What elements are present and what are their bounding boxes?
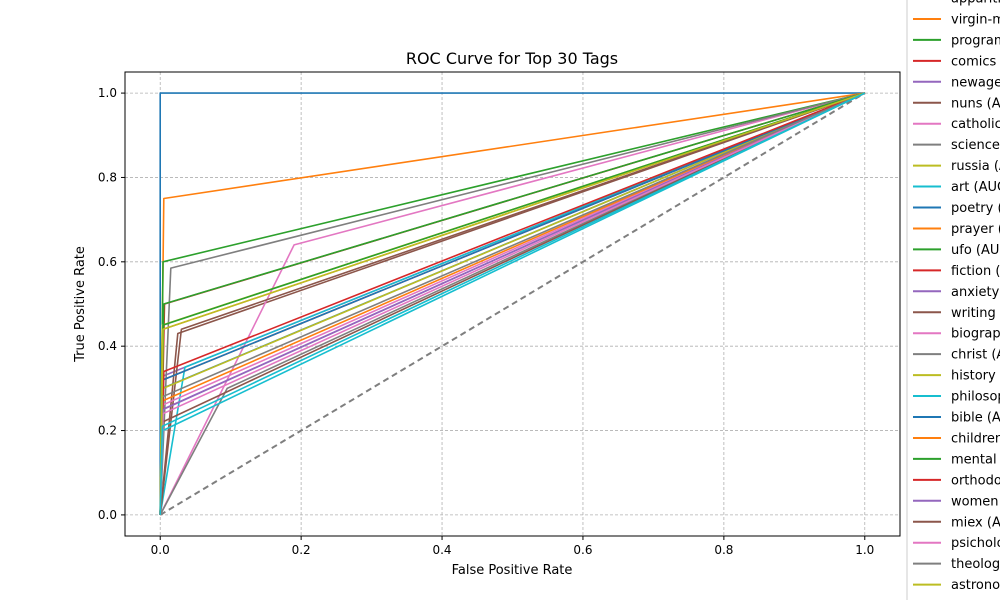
legend-label: poetry (AUC — [951, 201, 1000, 216]
x-tick-label: 0.0 — [151, 543, 170, 557]
chance-diagonal-line — [159, 92, 866, 516]
roc-series-line-15 — [159, 92, 866, 515]
x-tick-label: 0.6 — [573, 543, 592, 557]
legend-label: women (AUC — [951, 494, 1000, 509]
legend: apparitions (AUC virgin-mary (AUC programm… — [906, 0, 1000, 600]
legend-label: virgin-mary (AUC — [951, 12, 1000, 27]
legend-label: prayer (AUC — [951, 222, 1000, 237]
legend-label: children (AUC — [951, 431, 1000, 446]
y-tick-label: 0.6 — [98, 255, 117, 269]
legend-label: christ (AUC — [951, 348, 1000, 363]
roc-series-line-17 — [159, 92, 866, 516]
roc-series-line-9 — [159, 92, 866, 516]
legend-label: bible (AUC — [951, 411, 1000, 426]
legend-label: fiction (AUC — [951, 264, 1000, 279]
roc-series-line-5 — [159, 92, 866, 515]
legend-label: biography (AUC — [951, 327, 1000, 342]
legend-label: anxiety (AUC — [951, 285, 1000, 300]
legend-label: nuns (AUC — [951, 96, 1000, 111]
legend-label: catholic (AUC — [951, 117, 1000, 132]
legend-label: writing (AUC — [951, 306, 1000, 321]
legend-label: orthodox (AUC — [951, 473, 1000, 488]
legend-label: apparitions (AUC — [951, 0, 1000, 7]
plot-frame — [124, 71, 901, 537]
x-tick-label: 0.8 — [714, 543, 733, 557]
legend-label: science (AUC — [951, 138, 1000, 153]
x-tick-label: 0.2 — [292, 543, 311, 557]
legend-label: ufo (AUC — [951, 243, 1000, 258]
legend-entries: apparitions (AUC virgin-mary (AUC programm… — [913, 0, 1000, 600]
legend-label: miex (AUC — [951, 515, 1000, 530]
y-tick-label: 0.2 — [98, 424, 117, 438]
legend-label: philosophy (AUC — [951, 390, 1000, 405]
y-axis-label: True Positive Rate — [73, 246, 88, 363]
legend-label: psichology (AUC — [951, 536, 1000, 551]
roc-series-line-0 — [159, 92, 865, 515]
y-tick-label: 0.0 — [98, 508, 117, 522]
x-axis-label: False Positive Rate — [452, 563, 573, 578]
roc-series-line-7 — [159, 92, 865, 515]
legend-label: comics (AUC — [951, 54, 1000, 69]
legend-label: astronomy (AUC — [951, 578, 1000, 593]
roc-series-line-6 — [159, 92, 866, 516]
legend-label: art (AUC — [951, 180, 1000, 195]
legend-label: history (AUC — [951, 369, 1000, 384]
legend-label: mental (AUC — [951, 452, 1000, 467]
series-lines — [159, 92, 866, 516]
roc-series-line-29 — [159, 92, 866, 515]
legend-label: russia (AUC — [951, 159, 1000, 174]
diagonal-reference — [159, 92, 866, 516]
axis-ticks: 0.0 0.2 0.4 0.6 0.8 1.0 0.0 0.2 0.4 0.6 0.8 1.0 — [98, 86, 874, 557]
x-tick-label: 1.0 — [855, 543, 874, 557]
y-tick-label: 1.0 — [98, 86, 117, 100]
chart-title: ROC Curve for Top 30 Tags — [406, 49, 618, 68]
legend-label: newage (AUC — [951, 75, 1000, 90]
x-tick-label: 0.4 — [432, 543, 451, 557]
y-tick-label: 0.8 — [98, 170, 117, 184]
legend-label: theology (AUC — [951, 557, 1000, 572]
y-tick-label: 0.4 — [98, 339, 117, 353]
legend-label: programming (AUC — [951, 33, 1000, 48]
